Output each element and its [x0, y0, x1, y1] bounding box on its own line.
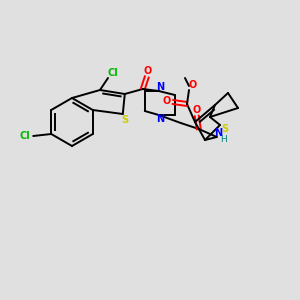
Text: N: N [214, 128, 222, 138]
Text: O: O [189, 80, 197, 90]
Text: N: N [156, 114, 164, 124]
Text: O: O [193, 105, 201, 115]
Text: O: O [163, 96, 171, 106]
Text: N: N [156, 82, 164, 92]
Text: Cl: Cl [108, 68, 118, 78]
Text: S: S [221, 124, 229, 134]
Text: O: O [144, 66, 152, 76]
Text: H: H [220, 134, 227, 143]
Text: S: S [121, 115, 128, 125]
Text: Cl: Cl [20, 131, 31, 141]
